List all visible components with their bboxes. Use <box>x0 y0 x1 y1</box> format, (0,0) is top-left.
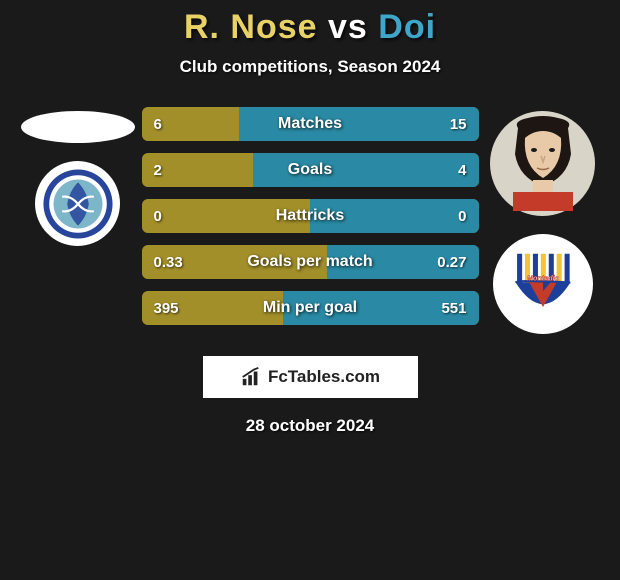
team1-badge-icon <box>42 168 114 240</box>
date-text: 28 october 2024 <box>0 416 620 436</box>
left-column <box>18 107 138 246</box>
stat-value-left: 0.33 <box>142 254 226 271</box>
team2-badge-icon: Montedio <box>507 248 579 320</box>
right-column: Montedio <box>483 107 603 334</box>
stat-bar: 6Matches15 <box>142 107 479 141</box>
chart-icon <box>240 366 262 388</box>
stat-value-right: 551 <box>394 300 478 317</box>
stat-value-left: 6 <box>142 116 226 133</box>
player2-face-icon <box>503 116 583 211</box>
player2-photo <box>490 111 595 216</box>
stat-value-right: 0 <box>394 208 478 225</box>
stat-value-left: 0 <box>142 208 226 225</box>
stat-label: Goals per match <box>226 253 395 271</box>
team1-badge <box>35 161 120 246</box>
vs-label: vs <box>328 8 368 46</box>
stat-label: Matches <box>226 115 395 133</box>
stat-value-right: 4 <box>394 162 478 179</box>
stat-bar: 2Goals4 <box>142 153 479 187</box>
stat-value-left: 395 <box>142 300 226 317</box>
stat-bar: 0.33Goals per match0.27 <box>142 245 479 279</box>
svg-text:Montedio: Montedio <box>527 273 560 282</box>
subtitle: Club competitions, Season 2024 <box>0 57 620 77</box>
stats-column: 6Matches15 2Goals4 0Hattricks0 0.33Goals pe… <box>138 107 483 325</box>
stat-label: Hattricks <box>226 207 395 225</box>
infographic-container: R. Nose vs Doi Club competitions, Season… <box>0 0 620 436</box>
comparison-title: R. Nose vs Doi <box>0 8 620 47</box>
stat-label: Min per goal <box>226 299 395 317</box>
stat-label: Goals <box>226 161 395 179</box>
branding-box: FcTables.com <box>203 356 418 398</box>
branding-text: FcTables.com <box>268 367 380 387</box>
stat-bar: 395Min per goal551 <box>142 291 479 325</box>
player1-name: R. Nose <box>184 8 318 46</box>
team2-badge: Montedio <box>493 234 593 334</box>
stat-value-right: 15 <box>394 116 478 133</box>
stat-bar: 0Hattricks0 <box>142 199 479 233</box>
stat-value-left: 2 <box>142 162 226 179</box>
main-row: 6Matches15 2Goals4 0Hattricks0 0.33Goals pe… <box>0 107 620 334</box>
player2-name: Doi <box>378 8 436 46</box>
player1-photo <box>21 111 135 143</box>
stat-value-right: 0.27 <box>394 254 478 271</box>
